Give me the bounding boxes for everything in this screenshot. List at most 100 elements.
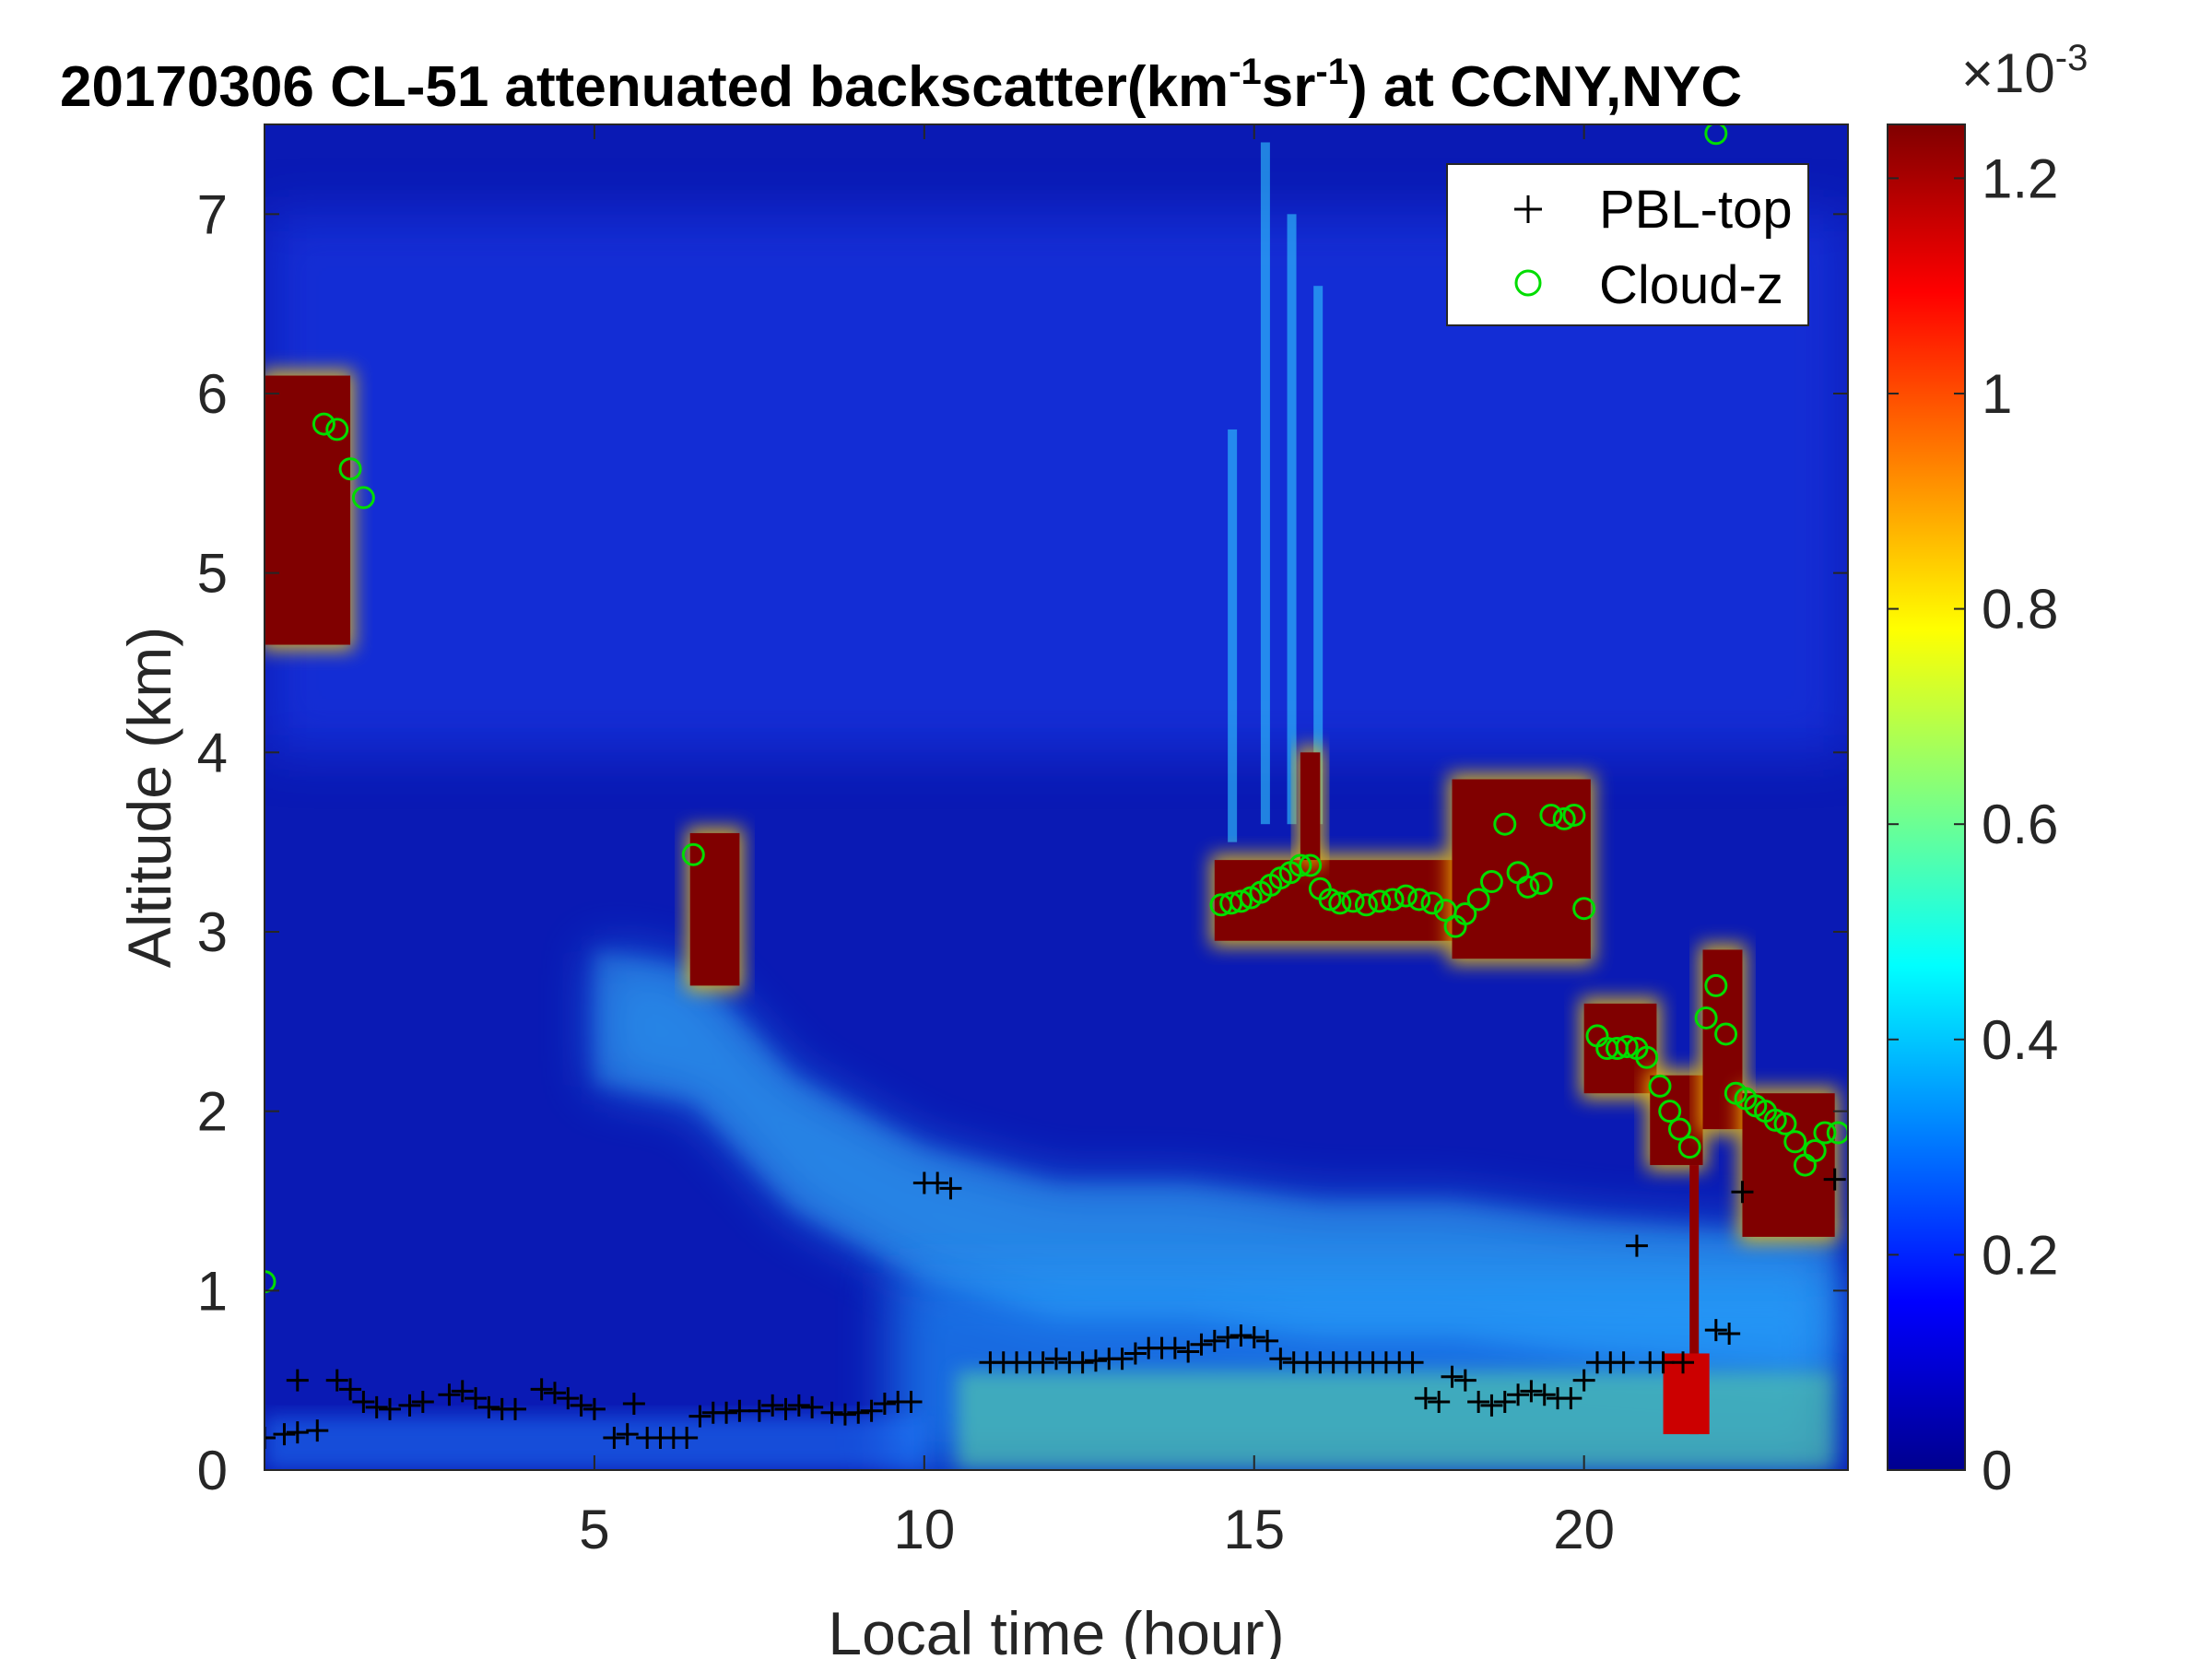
colorbar-tick-label: 1.2: [1982, 147, 2058, 209]
cloud-z-marker: [1381, 888, 1405, 912]
pbl-top-marker: [676, 1426, 699, 1449]
pbl-top-marker: [339, 1378, 362, 1401]
pbl-top-marker: [616, 1423, 639, 1446]
title-part-3: ) at CCNY,NYC: [1348, 55, 1742, 119]
pbl-top-marker: [1414, 1387, 1437, 1410]
legend-entry-pbl: PBL-top: [1514, 180, 1793, 240]
pbl-top-marker: [543, 1382, 566, 1405]
pbl-top-marker: [1045, 1347, 1067, 1371]
cloud-z-marker: [1658, 1100, 1682, 1124]
pbl-top-marker: [1672, 1351, 1695, 1374]
pbl-top-marker: [1230, 1324, 1253, 1347]
cloud-z-marker: [1615, 1035, 1639, 1059]
cloud-z-marker: [1318, 888, 1342, 912]
pbl-top-marker: [1163, 1336, 1186, 1359]
colorbar-tick-label: 0.2: [1982, 1224, 2058, 1286]
pbl-top-marker: [1084, 1349, 1107, 1372]
cloud-z-marker: [1288, 853, 1312, 877]
pbl-top-marker: [557, 1387, 580, 1410]
pbl-top-marker: [1453, 1369, 1477, 1392]
pbl-top-marker: [273, 1423, 296, 1446]
cloud-layer: [1300, 752, 1321, 861]
pbl-top-marker: [873, 1392, 896, 1415]
cloud-z-marker: [1773, 1112, 1797, 1135]
plot-frame: [264, 124, 1849, 1471]
y-tick-label: 7: [197, 183, 228, 245]
cloud-z-marker: [1453, 902, 1477, 926]
pbl-top-marker: [1625, 1234, 1648, 1257]
pbl-top-marker: [438, 1383, 461, 1406]
pbl-top-marker: [411, 1391, 434, 1414]
cloud-z-marker: [325, 418, 349, 441]
cloud-z-marker: [1368, 889, 1392, 913]
cloud-z-marker: [681, 842, 705, 866]
cloud-z-marker: [1466, 888, 1490, 912]
pbl-top-marker: [688, 1405, 712, 1428]
cloud-z-marker: [1813, 1121, 1837, 1145]
virga-streak: [1228, 429, 1238, 842]
colorbar-tick-label: 0: [1982, 1440, 2012, 1501]
cloud-z-marker: [1648, 1074, 1672, 1098]
chart-title: 20170306 CL-51 attenuated backscatter(km…: [60, 52, 1742, 119]
pbl-top-marker: [1111, 1347, 1134, 1371]
pbl-top-marker: [1704, 1319, 1727, 1342]
cloud-z-marker: [1635, 1045, 1659, 1069]
colorbar-exponent-power: -3: [2055, 38, 2088, 78]
cloud-z-marker: [1694, 1006, 1718, 1030]
pbl-top-marker: [570, 1394, 593, 1417]
pbl-top-marker: [1203, 1329, 1226, 1352]
pbl-top-marker: [352, 1391, 375, 1414]
colorbar-ticks: 0 0.2 0.4 0.6 0.8 1 1.2: [1888, 147, 2058, 1501]
legend-label-cloud: Cloud-z: [1599, 255, 1783, 315]
pbl-top-marker: [1493, 1391, 1516, 1414]
colorbar-tick-label: 1: [1982, 363, 2012, 425]
virga-streak: [1260, 142, 1270, 825]
colorbar-tick-label: 0.4: [1982, 1009, 2058, 1071]
pbl-top-marker: [833, 1403, 856, 1426]
pbl-top-marker: [1652, 1351, 1675, 1374]
x-axis: 5 10 15 20: [579, 124, 1615, 1560]
cloud-z-marker: [351, 486, 375, 510]
pbl-top-marker: [715, 1401, 738, 1424]
pbl-top-marker: [504, 1397, 527, 1420]
cloud-z-marker: [1826, 1121, 1848, 1145]
pbl-top-marker: [603, 1426, 626, 1449]
cloud-z-marker: [1539, 803, 1563, 827]
pbl-top-marker: [1177, 1340, 1200, 1363]
pbl-top-marker: [801, 1395, 824, 1418]
pbl-top-marker: [787, 1394, 810, 1417]
cloud-layer: [265, 375, 351, 645]
x-tick-label: 10: [893, 1499, 955, 1560]
pbl-top-marker: [1269, 1347, 1292, 1371]
cloud-z-marker: [1420, 891, 1444, 915]
pbl-top-marker: [1401, 1351, 1424, 1374]
cloud-z-marker: [1354, 893, 1378, 917]
pbl-top-marker: [1071, 1351, 1094, 1374]
pbl-top-marker: [926, 1171, 949, 1194]
y-tick-label: 5: [197, 543, 228, 605]
pbl-top-marker: [1533, 1383, 1556, 1406]
pbl-top-marker: [939, 1177, 962, 1200]
colorbar: 0 0.2 0.4 0.6 0.8 1 1.2 ×10-3: [1887, 38, 2088, 1501]
pbl-top-marker: [1612, 1351, 1635, 1374]
legend-label-pbl: PBL-top: [1599, 180, 1793, 240]
pbl-top-marker: [860, 1399, 883, 1422]
pbl-top-marker: [530, 1378, 553, 1401]
pbl-top-marker: [286, 1369, 309, 1392]
pbl-top-marker: [1467, 1391, 1490, 1414]
colorbar-gradient: [1887, 124, 1966, 1471]
y-tick-label: 2: [197, 1081, 228, 1143]
x-axis-label: Local time (hour): [828, 1599, 1284, 1659]
pbl-top-marker: [379, 1397, 402, 1420]
y-axis: 0 1 2 3 4 5 6 7: [197, 183, 1848, 1501]
y-axis-label: Altitude (km): [115, 627, 183, 968]
cloud-z-marker: [1328, 891, 1352, 915]
pbl-top-marker: [622, 1392, 645, 1415]
y-tick-label: 0: [197, 1440, 228, 1501]
legend-box: [1446, 163, 1809, 326]
colorbar-tick-label: 0.8: [1982, 579, 2058, 641]
cloud-z-marker: [1516, 875, 1540, 899]
cloud-z-marker: [1783, 1130, 1807, 1154]
cloud-z-marker: [1407, 888, 1431, 912]
pbl-top-marker: [900, 1391, 923, 1414]
